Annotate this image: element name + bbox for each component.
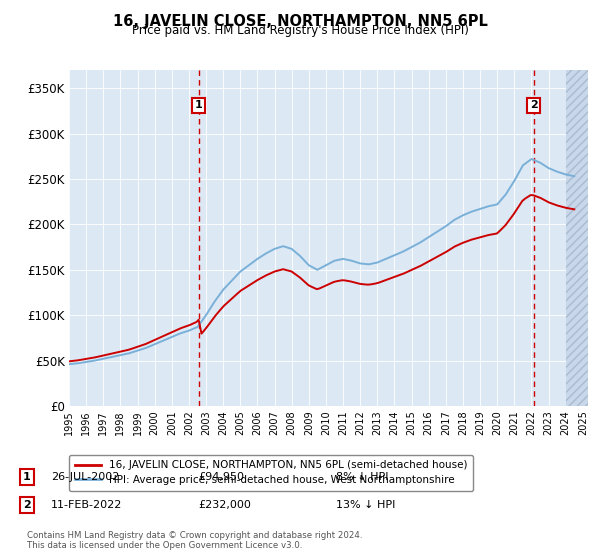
Text: 2: 2 — [23, 500, 31, 510]
Bar — [566, 70, 588, 406]
Text: 1: 1 — [23, 472, 31, 482]
Text: 1: 1 — [195, 100, 203, 110]
Text: 13% ↓ HPI: 13% ↓ HPI — [336, 500, 395, 510]
Text: 26-JUL-2002: 26-JUL-2002 — [51, 472, 119, 482]
Text: 2: 2 — [530, 100, 538, 110]
Text: Contains HM Land Registry data © Crown copyright and database right 2024.
This d: Contains HM Land Registry data © Crown c… — [27, 530, 362, 550]
Text: 11-FEB-2022: 11-FEB-2022 — [51, 500, 122, 510]
Legend: 16, JAVELIN CLOSE, NORTHAMPTON, NN5 6PL (semi-detached house), HPI: Average pric: 16, JAVELIN CLOSE, NORTHAMPTON, NN5 6PL … — [69, 455, 473, 491]
Text: Price paid vs. HM Land Registry's House Price Index (HPI): Price paid vs. HM Land Registry's House … — [131, 24, 469, 37]
Text: 16, JAVELIN CLOSE, NORTHAMPTON, NN5 6PL: 16, JAVELIN CLOSE, NORTHAMPTON, NN5 6PL — [113, 14, 487, 29]
Text: 8% ↓ HPI: 8% ↓ HPI — [336, 472, 389, 482]
Text: £232,000: £232,000 — [198, 500, 251, 510]
Text: £94,950: £94,950 — [198, 472, 244, 482]
